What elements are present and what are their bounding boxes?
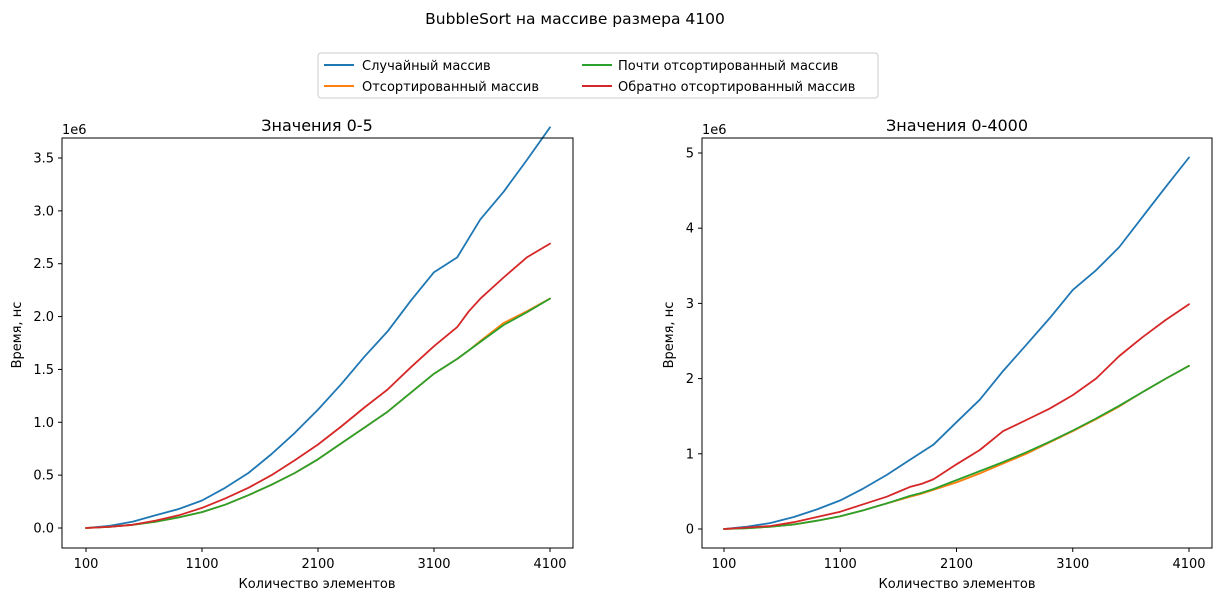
- chart-left-ytick-label: 0.0: [33, 522, 54, 537]
- chart-left: Значения 0-5 1e6 Время, нс Количество эл…: [10, 116, 574, 592]
- chart-left-series-sorted: [85, 297, 551, 529]
- chart-left-ytick-label: 1.5: [33, 363, 54, 378]
- chart-right-frame: [701, 137, 1213, 549]
- chart-right-xtick-label: 1100: [824, 557, 857, 572]
- chart-left-xtick-label: 2100: [301, 557, 334, 572]
- chart-left-ytick-label: 2.5: [33, 257, 54, 272]
- chart-right-ytick-label: 0: [686, 523, 694, 538]
- chart-left-ytick-label: 1.0: [33, 416, 54, 431]
- chart-right-ytick-label: 1: [686, 447, 694, 462]
- chart-right-xtick-label: 3100: [1056, 557, 1089, 572]
- chart-left-offset-text: 1e6: [62, 123, 87, 138]
- chart-left-xtick-label: 1100: [185, 557, 218, 572]
- chart-right-series-random: [723, 156, 1190, 530]
- chart-right-ytick-label: 3: [686, 297, 694, 312]
- chart-left-frame: [61, 137, 574, 549]
- chart-right-title: Значения 0-4000: [886, 116, 1028, 135]
- chart-right-xtick-label: 2100: [940, 557, 973, 572]
- chart-left-series-random: [85, 126, 551, 529]
- chart-left-ylabel: Время, нс: [10, 302, 25, 369]
- legend-label-sorted: Отсортированный массив: [362, 80, 539, 95]
- chart-left-ytick-label: 0.5: [33, 469, 54, 484]
- chart-left-xtick-label: 100: [74, 557, 99, 572]
- figure-title: BubbleSort на массиве размера 4100: [425, 10, 725, 28]
- chart-left-ytick-label: 2.0: [33, 310, 54, 325]
- chart-left-ytick-label: 3.5: [33, 152, 54, 167]
- chart-left-grid-layer: 100 1100 2100 3100 4100 0.0 0.5 1.0 1.5 2.0 2.5 3.0…: [33, 152, 566, 573]
- legend-frame: [317, 52, 879, 99]
- chart-right-ytick-label: 4: [686, 222, 694, 237]
- chart-right-xtick-label: 100: [712, 557, 737, 572]
- chart-right-ytick-label: 2: [686, 372, 694, 387]
- chart-right-series-almost-sorted: [723, 364, 1190, 530]
- chart-right: Значения 0-4000 1e6 Время, нс Количество…: [662, 116, 1213, 592]
- chart-left-title: Значения 0-5: [261, 116, 373, 135]
- chart-left-xtick-label: 4100: [533, 557, 566, 572]
- chart-right-series-sorted: [723, 364, 1190, 530]
- chart-left-series-almost-sorted: [85, 297, 551, 529]
- chart-left-xtick-label: 3100: [417, 557, 450, 572]
- chart-right-ytick-label: 5: [686, 147, 694, 162]
- legend-label-almost-sorted: Почти отсортированный массив: [618, 59, 838, 74]
- chart-right-xlabel: Количество элементов: [878, 577, 1035, 592]
- chart-left-lines-layer: [85, 126, 551, 529]
- legend: Случайный массив Отсортированный массив …: [317, 52, 879, 99]
- chart-right-series-reverse-sorted: [723, 303, 1190, 530]
- legend-label-random: Случайный массив: [362, 59, 491, 74]
- chart-left-series-reverse-sorted: [85, 242, 551, 529]
- chart-right-lines-layer: [723, 156, 1190, 530]
- legend-label-reverse-sorted: Обратно отсортированный массив: [618, 80, 855, 95]
- chart-right-xtick-label: 4100: [1172, 557, 1205, 572]
- chart-right-grid-layer: 100 1100 2100 3100 4100 0 1 2 3 4 5: [686, 147, 1206, 573]
- chart-right-ylabel: Время, нс: [662, 302, 677, 369]
- chart-left-ytick-label: 3.0: [33, 204, 54, 219]
- chart-left-xlabel: Количество элементов: [238, 577, 395, 592]
- chart-right-offset-text: 1e6: [702, 123, 727, 138]
